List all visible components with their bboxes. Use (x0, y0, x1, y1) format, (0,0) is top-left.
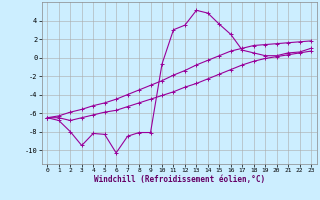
X-axis label: Windchill (Refroidissement éolien,°C): Windchill (Refroidissement éolien,°C) (94, 175, 265, 184)
